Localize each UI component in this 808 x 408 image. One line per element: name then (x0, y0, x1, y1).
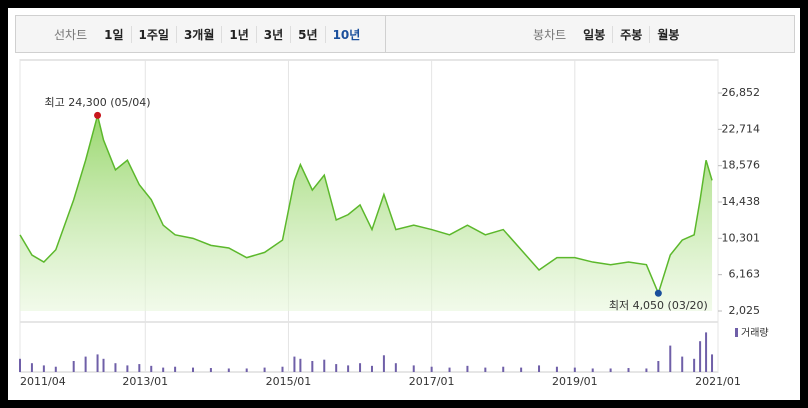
volume-bar (54, 366, 57, 372)
volume-bar (705, 332, 708, 372)
volume-bar (162, 367, 165, 372)
volume-bar (711, 354, 714, 372)
volume-bar (699, 341, 702, 372)
period-tab[interactable]: 3년 (255, 25, 290, 43)
volume-bar (591, 368, 594, 372)
x-tick-label: 2015/01 (266, 375, 312, 388)
tab-bar: 선차트 1일 1주일 3개월 1년 3년 5년 10년 봉차트 일봉 주봉 월봉 (15, 15, 795, 53)
volume-bar (114, 363, 117, 372)
x-tick-label: 2011/04 (20, 375, 66, 388)
volume-bar (466, 365, 469, 372)
y-tick-label: 22,714 (722, 122, 761, 135)
volume-bar (627, 368, 630, 372)
candle-label: 봉차트 (533, 27, 567, 42)
candle-tab[interactable]: 월봉 (649, 25, 686, 43)
candle-tabs: 봉차트 일봉 주봉 월봉 (384, 16, 795, 52)
volume-bar (359, 363, 362, 372)
volume-bar (430, 366, 433, 372)
volume-bar (335, 364, 338, 372)
volume-bar (693, 358, 696, 372)
price-line (19, 115, 713, 296)
volume-bar (19, 358, 21, 372)
volume-bar (138, 364, 141, 372)
volume-bar (150, 365, 153, 372)
volume-bar (555, 366, 558, 372)
legend-label: 거래량 (741, 327, 769, 339)
y-tick-label: 2,025 (729, 304, 761, 317)
volume-bar (96, 354, 99, 372)
volume-bar (347, 365, 350, 372)
volume-bar (209, 368, 212, 372)
y-tick-label: 18,576 (722, 159, 761, 172)
volume-bar (645, 368, 648, 372)
annotation: 최고 24,300 (05/04) (45, 96, 151, 109)
volume-bar (192, 367, 195, 372)
volume-bar (484, 367, 487, 372)
price-area (20, 115, 713, 311)
volume-bar (42, 365, 45, 372)
volume-bar (520, 367, 523, 372)
x-tick-label: 2021/01 (695, 375, 741, 388)
period-tab[interactable]: 10년 (324, 25, 368, 43)
y-tick-label: 14,438 (722, 195, 761, 208)
volume-bar (394, 363, 397, 372)
volume-bar (30, 363, 33, 372)
extreme-marker (654, 289, 662, 297)
volume-bar (126, 365, 129, 372)
line-tabs: 선차트 1일 1주일 3개월 1년 3년 5년 10년 (16, 16, 385, 52)
volume-bar (448, 367, 451, 372)
line-label: 선차트 (54, 27, 88, 42)
volume-bar (609, 368, 612, 372)
x-tick-label: 2019/01 (552, 375, 598, 388)
volume-bar (323, 359, 326, 372)
volume-bar (84, 356, 87, 372)
period-tab[interactable]: 1주일 (130, 25, 176, 43)
period-tab[interactable]: 5년 (290, 25, 324, 43)
chart: 2011/04 2013/01 2015/01 2017/01 2019/01 2021/… (19, 59, 769, 388)
volume-bar (293, 356, 296, 372)
volume-bar (382, 355, 385, 372)
volume-bar (681, 356, 684, 372)
volume-bar (245, 368, 248, 372)
chart-widget: 선차트 1일 1주일 3개월 1년 3년 5년 10년 봉차트 일봉 주봉 월봉 2011/04 20… (8, 8, 800, 400)
volume-bar (657, 361, 660, 372)
volume-bar (299, 358, 302, 372)
annotation: 최저 4,050 (03/20) (609, 299, 708, 312)
volume-bar (263, 367, 266, 372)
volume-bar (502, 366, 505, 372)
period-tab[interactable]: 1년 (221, 25, 255, 43)
volume-bar (370, 365, 373, 372)
period-tab[interactable]: 1일 (104, 27, 124, 42)
y-tick-label: 6,163 (729, 268, 761, 281)
y-tick-label: 10,301 (722, 231, 761, 244)
volume-bar (412, 365, 415, 372)
volume-bar (573, 367, 576, 372)
legend-swatch (735, 328, 738, 337)
extreme-marker (94, 111, 102, 119)
period-tab[interactable]: 3개월 (175, 25, 221, 43)
volume-bar (538, 365, 541, 372)
volume-bar (72, 361, 75, 372)
volume-bar (102, 358, 105, 372)
candle-tab[interactable]: 주봉 (612, 25, 649, 43)
candle-tab[interactable]: 일봉 (583, 27, 606, 42)
volume-bar (311, 361, 314, 372)
volume-bar (227, 368, 230, 372)
y-tick-label: 26,852 (722, 86, 761, 99)
x-tick-label: 2017/01 (409, 375, 455, 388)
x-tick-label: 2013/01 (122, 375, 168, 388)
volume-bar (669, 345, 672, 372)
volume-bar (174, 366, 177, 372)
volume-bar (281, 366, 284, 372)
